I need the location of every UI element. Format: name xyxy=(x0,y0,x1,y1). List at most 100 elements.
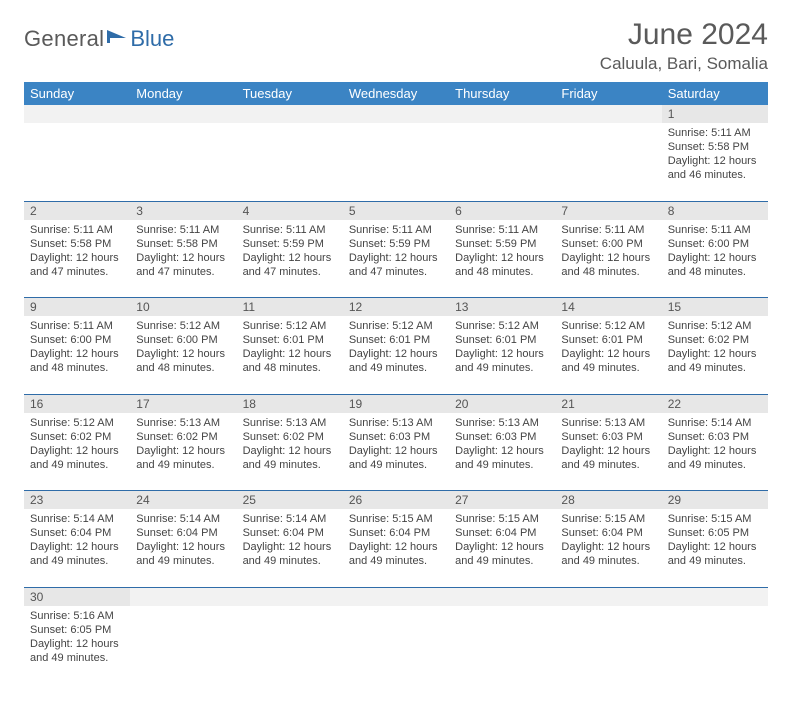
sunset-text: Sunset: 6:00 PM xyxy=(136,333,230,347)
day-cell xyxy=(449,123,555,201)
day2-text: and 49 minutes. xyxy=(349,554,443,568)
day-number xyxy=(237,105,343,123)
day-cell xyxy=(24,123,130,201)
day1-text: Daylight: 12 hours xyxy=(561,251,655,265)
day1-text: Daylight: 12 hours xyxy=(136,444,230,458)
day-cell: Sunrise: 5:15 AMSunset: 6:04 PMDaylight:… xyxy=(555,509,661,587)
day2-text: and 49 minutes. xyxy=(668,554,762,568)
day1-text: Daylight: 12 hours xyxy=(243,444,337,458)
day2-text: and 49 minutes. xyxy=(136,458,230,472)
weekday-header: Wednesday xyxy=(343,82,449,105)
day2-text: and 48 minutes. xyxy=(30,361,124,375)
day2-text: and 49 minutes. xyxy=(30,458,124,472)
day-number: 5 xyxy=(343,201,449,220)
day-cell: Sunrise: 5:12 AMSunset: 6:01 PMDaylight:… xyxy=(343,316,449,394)
week-row: Sunrise: 5:11 AMSunset: 6:00 PMDaylight:… xyxy=(24,316,768,394)
day-number: 1 xyxy=(662,105,768,123)
sunset-text: Sunset: 6:03 PM xyxy=(668,430,762,444)
sunset-text: Sunset: 6:04 PM xyxy=(349,526,443,540)
day-number: 21 xyxy=(555,394,661,413)
day-cell: Sunrise: 5:16 AMSunset: 6:05 PMDaylight:… xyxy=(24,606,130,684)
day-number: 29 xyxy=(662,491,768,510)
day2-text: and 46 minutes. xyxy=(668,168,762,182)
sunset-text: Sunset: 6:05 PM xyxy=(668,526,762,540)
sunrise-text: Sunrise: 5:12 AM xyxy=(561,319,655,333)
calendar-page: General Blue June 2024 Caluula, Bari, So… xyxy=(0,0,792,702)
day-number: 6 xyxy=(449,201,555,220)
sunrise-text: Sunrise: 5:14 AM xyxy=(668,416,762,430)
week-row: Sunrise: 5:12 AMSunset: 6:02 PMDaylight:… xyxy=(24,413,768,491)
sunset-text: Sunset: 6:01 PM xyxy=(455,333,549,347)
day-number xyxy=(237,587,343,606)
day-cell xyxy=(555,606,661,684)
day-number-row: 1 xyxy=(24,105,768,123)
sunset-text: Sunset: 6:01 PM xyxy=(243,333,337,347)
sunrise-text: Sunrise: 5:13 AM xyxy=(243,416,337,430)
day-number: 13 xyxy=(449,298,555,317)
sunrise-text: Sunrise: 5:12 AM xyxy=(455,319,549,333)
day-cell: Sunrise: 5:13 AMSunset: 6:03 PMDaylight:… xyxy=(449,413,555,491)
logo: General Blue xyxy=(24,26,174,52)
day-number: 15 xyxy=(662,298,768,317)
day-cell: Sunrise: 5:11 AMSunset: 5:58 PMDaylight:… xyxy=(130,220,236,298)
day-number: 26 xyxy=(343,491,449,510)
day1-text: Daylight: 12 hours xyxy=(136,540,230,554)
sunrise-text: Sunrise: 5:14 AM xyxy=(243,512,337,526)
day2-text: and 49 minutes. xyxy=(561,554,655,568)
day-cell: Sunrise: 5:12 AMSunset: 6:01 PMDaylight:… xyxy=(555,316,661,394)
day-number: 24 xyxy=(130,491,236,510)
day-cell: Sunrise: 5:11 AMSunset: 5:59 PMDaylight:… xyxy=(237,220,343,298)
day-cell: Sunrise: 5:11 AMSunset: 5:58 PMDaylight:… xyxy=(662,123,768,201)
day-cell: Sunrise: 5:11 AMSunset: 5:58 PMDaylight:… xyxy=(24,220,130,298)
day-number-row: 30 xyxy=(24,587,768,606)
day-number: 30 xyxy=(24,587,130,606)
day1-text: Daylight: 12 hours xyxy=(30,540,124,554)
sunset-text: Sunset: 6:02 PM xyxy=(30,430,124,444)
day2-text: and 49 minutes. xyxy=(349,361,443,375)
day1-text: Daylight: 12 hours xyxy=(30,444,124,458)
day1-text: Daylight: 12 hours xyxy=(455,444,549,458)
header: General Blue June 2024 Caluula, Bari, So… xyxy=(24,18,768,74)
day-number xyxy=(130,587,236,606)
day2-text: and 49 minutes. xyxy=(136,554,230,568)
day2-text: and 49 minutes. xyxy=(455,458,549,472)
day2-text: and 47 minutes. xyxy=(30,265,124,279)
sunset-text: Sunset: 5:58 PM xyxy=(30,237,124,251)
day-cell: Sunrise: 5:14 AMSunset: 6:03 PMDaylight:… xyxy=(662,413,768,491)
day-number xyxy=(24,105,130,123)
logo-text-general: General xyxy=(24,26,104,52)
day-number: 22 xyxy=(662,394,768,413)
day-number: 4 xyxy=(237,201,343,220)
day-number: 9 xyxy=(24,298,130,317)
day-number: 23 xyxy=(24,491,130,510)
day1-text: Daylight: 12 hours xyxy=(561,347,655,361)
day-cell: Sunrise: 5:11 AMSunset: 6:00 PMDaylight:… xyxy=(24,316,130,394)
day2-text: and 49 minutes. xyxy=(349,458,443,472)
day-number: 18 xyxy=(237,394,343,413)
weekday-header: Friday xyxy=(555,82,661,105)
day-cell: Sunrise: 5:11 AMSunset: 6:00 PMDaylight:… xyxy=(555,220,661,298)
day-cell xyxy=(237,606,343,684)
day-cell xyxy=(449,606,555,684)
day-number xyxy=(130,105,236,123)
sunrise-text: Sunrise: 5:14 AM xyxy=(30,512,124,526)
day2-text: and 47 minutes. xyxy=(349,265,443,279)
day-cell: Sunrise: 5:15 AMSunset: 6:04 PMDaylight:… xyxy=(449,509,555,587)
day2-text: and 48 minutes. xyxy=(561,265,655,279)
day-number xyxy=(343,105,449,123)
day-number: 11 xyxy=(237,298,343,317)
day-cell: Sunrise: 5:12 AMSunset: 6:02 PMDaylight:… xyxy=(24,413,130,491)
day1-text: Daylight: 12 hours xyxy=(349,251,443,265)
day-cell: Sunrise: 5:12 AMSunset: 6:01 PMDaylight:… xyxy=(237,316,343,394)
weekday-header: Thursday xyxy=(449,82,555,105)
sunset-text: Sunset: 5:59 PM xyxy=(349,237,443,251)
day-cell xyxy=(662,606,768,684)
calendar-table: Sunday Monday Tuesday Wednesday Thursday… xyxy=(24,82,768,684)
day1-text: Daylight: 12 hours xyxy=(243,251,337,265)
day2-text: and 49 minutes. xyxy=(668,361,762,375)
day-number: 19 xyxy=(343,394,449,413)
day1-text: Daylight: 12 hours xyxy=(668,540,762,554)
weekday-header: Sunday xyxy=(24,82,130,105)
sunrise-text: Sunrise: 5:11 AM xyxy=(30,223,124,237)
weekday-header: Monday xyxy=(130,82,236,105)
